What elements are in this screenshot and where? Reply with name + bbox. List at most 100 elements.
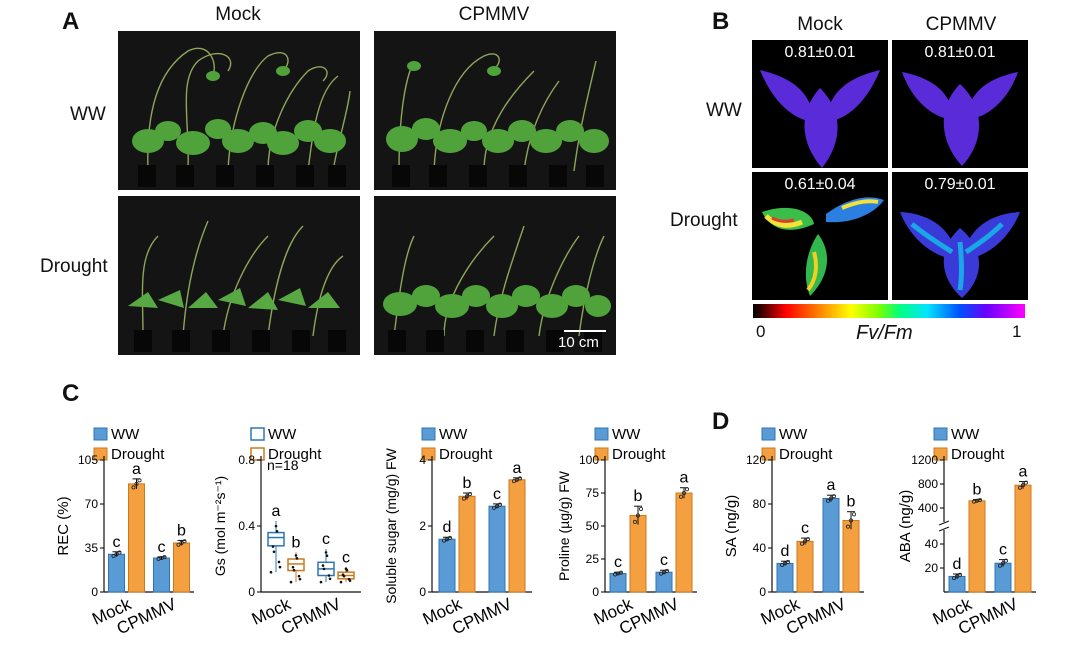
data-point-ww-mock — [274, 524, 278, 528]
data-point-ww-cpmmv — [498, 502, 503, 507]
y-tick-label: 70 — [85, 497, 99, 511]
data-point-drought-mock — [468, 491, 473, 496]
y-tick-label: 105 — [78, 453, 98, 467]
leaf-drawing-cpmmv-ww — [902, 72, 1018, 166]
data-point-drought-mock — [639, 506, 644, 511]
bar-drought-mock — [128, 483, 145, 593]
data-point-ww-cpmmv — [826, 498, 831, 503]
data-point-ww-cpmmv — [325, 554, 329, 557]
data-point-ww-mock — [955, 574, 960, 579]
y-tick-label: 100 — [579, 453, 599, 467]
y-tick-label: 1200 — [911, 453, 938, 467]
legend-label-ww: WW — [779, 426, 808, 443]
data-point-drought-cpmmv — [678, 494, 683, 499]
bar-drought-cpmmv — [173, 542, 190, 593]
legend-label-ww: WW — [612, 426, 641, 443]
panel-letter-c: C — [62, 380, 80, 407]
data-point-ww-mock — [278, 565, 282, 569]
bar-drought-cpmmv — [508, 479, 526, 593]
data-point-drought-cpmmv — [176, 542, 181, 547]
fv-fm-colorbar — [753, 304, 1025, 318]
significance-letter-ww-cpmmv: c — [158, 539, 166, 556]
bar-ww-mock — [108, 553, 125, 593]
data-point-ww-cpmmv — [1004, 558, 1009, 563]
legend-label-ww: WW — [268, 426, 297, 443]
bar-ww-mock — [609, 573, 627, 593]
data-point-drought-cpmmv — [684, 487, 689, 492]
y-tick-label: 80 — [753, 497, 767, 511]
leaf-drawing-cpmmv-drought — [900, 212, 1020, 298]
data-point-drought-mock — [297, 574, 301, 578]
y-axis-label: Proline (µg/g) FW — [556, 470, 572, 581]
data-point-ww-cpmmv — [324, 551, 328, 554]
chart-rec: WW Drought 0 35 70 105 REC (%) c a Mock c b CPMMV — [40, 420, 215, 645]
legend-swatch-ww — [250, 427, 265, 441]
significance-letter-drought-mock: a — [132, 461, 141, 478]
chart-sa: WW Drought 0 40 80 120 SA (ng/g) d c Mock a b CPMMV — [720, 420, 875, 645]
data-point-drought-cpmmv — [344, 567, 348, 571]
panel-a-row-drought: Drought — [40, 256, 108, 277]
data-point-ww-mock — [786, 559, 791, 564]
significance-letter-ww-cpmmv: c — [322, 531, 330, 548]
legend-label-drought: Drought — [111, 446, 165, 463]
data-point-drought-cpmmv — [848, 518, 853, 523]
legend-label-ww: WW — [111, 426, 140, 443]
y-tick-label: 4 — [419, 453, 426, 467]
data-point-drought-mock — [134, 481, 139, 486]
data-point-drought-mock — [298, 577, 302, 581]
data-point-drought-mock — [465, 494, 470, 499]
fluorescence-image-mock-drought: 0.61±0.04 — [752, 172, 888, 300]
data-point-ww-cpmmv — [665, 568, 670, 573]
bar-ww-mock — [776, 562, 794, 593]
data-point-drought-cpmmv — [517, 476, 522, 481]
legend-label-drought: Drought — [612, 446, 666, 463]
leaf-drawing-mock-ww — [760, 70, 880, 168]
data-point-ww-cpmmv — [1001, 561, 1006, 566]
bar-drought-mock — [968, 500, 986, 593]
y-axis-label: Soluble sugar (mg/g) FW — [383, 447, 399, 603]
y-tick-label: 40 — [753, 541, 767, 555]
data-point-ww-mock — [448, 535, 453, 540]
legend-swatch-ww — [93, 427, 108, 441]
bar-ww-cpmmv — [153, 557, 170, 593]
y-tick-label: 50 — [586, 519, 600, 533]
bar-drought-mock — [796, 540, 814, 593]
y-tick-label: 0.4 — [238, 519, 255, 533]
y-axis-label: SA (ng/g) — [723, 495, 740, 558]
fluorescence-image-cpmmv-drought: 0.79±0.01 — [892, 172, 1028, 300]
y-tick-label: 0 — [91, 585, 98, 599]
data-point-drought-mock — [294, 554, 298, 557]
data-point-drought-cpmmv — [681, 491, 686, 496]
bar-ww-cpmmv — [994, 562, 1012, 593]
fv-fm-value-cpmmv-ww: 0.81±0.01 — [924, 44, 996, 61]
y-tick-label: 40 — [925, 537, 939, 551]
data-point-drought-cpmmv — [341, 573, 345, 576]
bar-drought-cpmmv — [675, 492, 693, 593]
chart-gs: WW Drought n=18 0 0.4 0.8 Gs (mol m⁻²s⁻¹) a b Moc… — [212, 420, 370, 645]
data-point-ww-mock — [272, 550, 276, 554]
data-point-drought-mock — [289, 580, 293, 584]
fv-fm-value-cpmmv-drought: 0.79±0.01 — [924, 176, 996, 193]
fluorescence-image-cpmmv-ww: 0.81±0.01 — [892, 40, 1028, 168]
chart-soluble-sugar: WW Drought 0 2 4 Soluble sugar (mg/g) FW d b Moc… — [380, 420, 545, 645]
data-point-drought-mock — [803, 539, 808, 544]
bar-ww-mock — [438, 538, 456, 593]
data-point-ww-mock — [619, 570, 624, 575]
panel-a-row-ww: WW — [70, 104, 106, 125]
significance-letter-drought-cpmmv: a — [1019, 464, 1028, 481]
plant-photo-cpmmv-ww — [374, 31, 616, 190]
data-point-drought-cpmmv — [339, 580, 343, 584]
data-point-ww-mock — [269, 570, 273, 574]
data-point-ww-cpmmv — [327, 574, 331, 577]
fluorescence-image-mock-ww: 0.81±0.01 — [752, 40, 888, 168]
legend-swatch-ww — [594, 427, 609, 441]
panel-b-row-drought: Drought — [670, 210, 738, 231]
significance-letter-ww-cpmmv: c — [493, 486, 501, 503]
data-point-drought-mock — [800, 541, 805, 546]
legend-swatch-ww — [761, 427, 776, 441]
